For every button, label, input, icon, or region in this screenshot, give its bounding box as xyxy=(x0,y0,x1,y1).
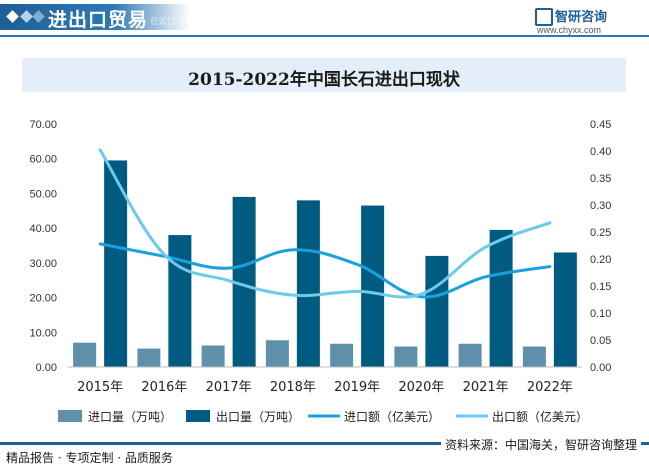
x-axis-tick-label: 2015年 xyxy=(77,380,123,395)
x-axis-tick-label: 2019年 xyxy=(334,380,380,395)
right-axis-tick-label: 0.40 xyxy=(590,146,611,158)
left-axis-tick-label: 50.00 xyxy=(29,188,57,200)
brand-name: 智研咨询 xyxy=(555,10,608,25)
bar xyxy=(458,343,482,367)
left-axis-tick-label: 30.00 xyxy=(29,258,57,270)
x-axis-tick-label: 2021年 xyxy=(463,380,509,395)
footer-tagline: 精品报告 · 专项定制 · 品质服务 xyxy=(6,451,173,465)
right-axis-tick-label: 0.45 xyxy=(590,119,611,131)
left-axis-tick-label: 40.00 xyxy=(29,223,57,235)
left-axis-tick-label: 70.00 xyxy=(29,119,57,131)
left-axis-tick-label: 0.00 xyxy=(36,362,57,374)
bar-series xyxy=(73,160,577,367)
chart-title: 2015-2022年中国长石进出口现状 xyxy=(188,70,460,90)
right-axis-tick-label: 0.25 xyxy=(590,227,611,239)
bar xyxy=(522,346,546,367)
line-series xyxy=(98,148,552,299)
chart-title-band: 2015-2022年中国长石进出口现状 xyxy=(22,58,626,92)
bar xyxy=(394,346,418,367)
bar xyxy=(489,229,513,367)
legend-label: 出口量（万吨） xyxy=(216,410,300,424)
bar xyxy=(232,196,256,367)
bar xyxy=(201,345,225,367)
left-axis-tick-label: 10.00 xyxy=(29,327,57,339)
page-header: 进出口贸易 export 智研咨询 www.chyxx.com xyxy=(0,0,649,38)
legend-label: 出口额（亿美元） xyxy=(492,409,588,424)
legend-swatch xyxy=(186,410,210,422)
right-axis-tick-label: 0.30 xyxy=(590,200,611,212)
x-axis-tick-label: 2017年 xyxy=(206,380,252,395)
bar xyxy=(296,200,320,367)
right-axis-tick-label: 0.00 xyxy=(590,362,611,374)
x-axis-tick-label: 2018年 xyxy=(270,380,316,395)
bar xyxy=(361,205,385,367)
left-axis-tick-label: 60.00 xyxy=(29,154,57,166)
bar xyxy=(168,235,192,367)
x-axis-tick-label: 2022年 xyxy=(527,380,573,395)
section-subtitle: export xyxy=(150,12,196,29)
footer-divider xyxy=(0,442,649,445)
brand-mark-icon xyxy=(535,8,553,26)
bar xyxy=(425,255,449,367)
x-axis-tick-label: 2016年 xyxy=(141,380,187,395)
right-axis-tick-label: 0.15 xyxy=(590,281,611,293)
left-axis: 0.00 10.00 20.00 30.00 40.00 50.00 60.00 70.00 xyxy=(29,119,57,374)
x-axis: 2015年 2016年 2017年 2018年 2019年 2020年 2021年 2022年 xyxy=(77,380,573,395)
bar xyxy=(73,342,97,367)
bar xyxy=(553,252,577,367)
right-axis-tick-label: 0.05 xyxy=(590,335,611,347)
right-axis-tick-label: 0.35 xyxy=(590,173,611,185)
right-axis: 0.00 0.05 0.10 0.15 0.20 0.25 0.30 0.35 0.40 0.45 xyxy=(590,119,611,374)
bar xyxy=(137,348,161,367)
section-title: 进出口贸易 xyxy=(48,9,149,31)
right-axis-tick-label: 0.10 xyxy=(590,308,611,320)
series-line xyxy=(98,242,552,299)
header-divider xyxy=(0,35,649,37)
brand-url: www.chyxx.com xyxy=(537,25,602,35)
legend-label: 进口额（亿美元） xyxy=(344,409,440,424)
left-axis-tick-label: 20.00 xyxy=(29,293,57,305)
legend-swatch xyxy=(58,410,82,422)
legend-label: 进口量（万吨） xyxy=(88,410,172,424)
series-line xyxy=(98,148,552,299)
bar xyxy=(104,160,128,367)
bar xyxy=(265,340,289,367)
bar xyxy=(330,343,354,367)
legend: 进口量（万吨） 出口量（万吨） 进口额（亿美元） 出口额（亿美元） xyxy=(58,409,588,424)
source-note: 资料来源：中国海关，智研咨询整理 xyxy=(440,436,641,453)
right-axis-tick-label: 0.20 xyxy=(590,254,611,266)
brand-logo: 智研咨询 www.chyxx.com xyxy=(535,6,635,36)
x-axis-tick-label: 2020年 xyxy=(398,380,444,395)
